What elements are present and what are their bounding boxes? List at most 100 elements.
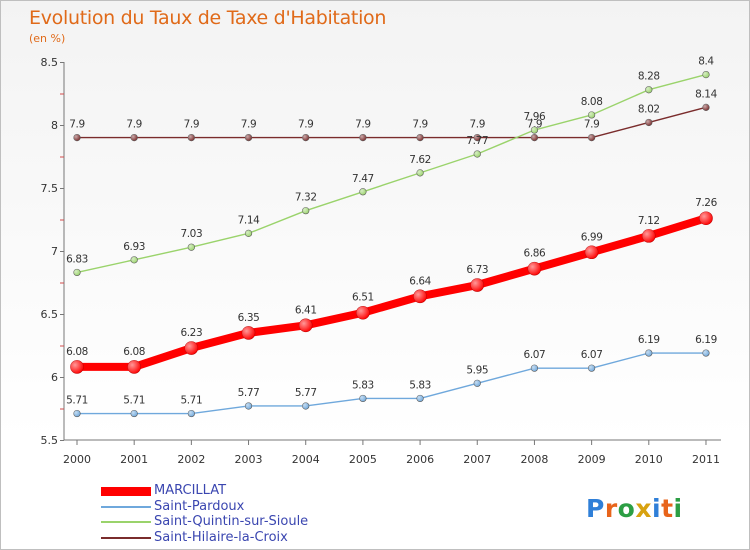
data-label: 7.9 <box>69 119 85 131</box>
data-point-shine <box>73 134 81 141</box>
data-point-shine <box>70 360 84 374</box>
data-point-shine <box>702 104 710 111</box>
x-tick-label: 2003 <box>235 453 263 466</box>
data-label: 6.99 <box>581 231 603 243</box>
data-label: 7.9 <box>470 119 486 131</box>
data-label: 7.9 <box>584 119 600 131</box>
data-label: 8.28 <box>638 71 660 83</box>
series-saint-pardoux: 5.71 5.71 5.71 5.77 5.77 5.83 5.83 5.95 6.07 6.07… <box>66 334 717 418</box>
axes: 5.5 6 6.5 7 7.5 8 8.5 2000 2001 2002 2003 2004 2005 2… <box>41 56 721 466</box>
data-point-shine <box>359 134 367 141</box>
x-tick-label: 2006 <box>406 453 434 466</box>
data-point-shine <box>702 71 710 78</box>
data-point-shine <box>416 169 424 177</box>
x-tick-label: 2002 <box>177 453 205 466</box>
data-point-shine <box>588 134 595 141</box>
data-label: 6.23 <box>180 327 202 339</box>
data-point-shine <box>470 278 484 292</box>
data-point-shine <box>416 134 424 141</box>
legend-item: Saint-Quintin-sur-Sioule <box>101 514 361 530</box>
data-label: 6.35 <box>238 312 260 324</box>
data-label: 8.14 <box>695 88 717 100</box>
data-label: 7.9 <box>184 119 200 131</box>
data-label: 5.71 <box>123 395 145 407</box>
data-point-shine <box>699 211 713 225</box>
chart-title: Evolution du Taux de Taxe d'Habitation <box>29 7 387 29</box>
data-label: 7.9 <box>126 119 142 131</box>
data-label: 6.64 <box>409 275 431 287</box>
data-point-shine <box>531 134 538 141</box>
data-label: 7.03 <box>180 228 202 240</box>
data-label: 8.4 <box>698 56 714 68</box>
y-tick-label: 7 <box>51 245 58 258</box>
data-label: 5.77 <box>295 387 317 399</box>
data-label: 7.32 <box>295 192 317 204</box>
data-point-shine <box>130 410 138 417</box>
data-point-shine <box>184 341 198 355</box>
data-point-shine <box>73 410 81 417</box>
data-label: 6.93 <box>123 241 145 253</box>
data-label: 6.73 <box>466 264 488 276</box>
data-point-shine <box>242 326 256 340</box>
series-line <box>76 106 707 139</box>
legend-swatch <box>101 536 151 539</box>
data-label: 8.02 <box>638 103 660 115</box>
legend-label: Saint-Pardoux <box>154 498 245 514</box>
x-tick-label: 2008 <box>520 453 548 466</box>
y-tick-label: 7.5 <box>41 182 59 195</box>
x-tick-label: 2005 <box>349 453 377 466</box>
data-point-shine <box>130 256 138 264</box>
data-point-shine <box>188 410 195 417</box>
data-label: 6.51 <box>352 292 374 304</box>
data-point-shine <box>302 402 310 410</box>
data-point-shine <box>302 207 310 214</box>
data-label: 5.95 <box>466 364 488 376</box>
data-label: 5.77 <box>238 387 260 399</box>
data-point-shine <box>130 134 138 141</box>
data-point-shine <box>642 229 656 243</box>
y-tick-label: 6.5 <box>41 308 59 321</box>
x-tick-label: 2007 <box>463 453 491 466</box>
data-point-shine <box>245 134 252 141</box>
legend-label: MARCILLAT <box>154 483 227 498</box>
data-label: 7.12 <box>638 215 660 227</box>
data-point-shine <box>588 364 595 372</box>
x-tick-label: 2010 <box>635 453 663 466</box>
series-line <box>73 214 710 371</box>
data-label: 6.86 <box>524 248 546 260</box>
data-point-shine <box>299 318 313 332</box>
chart-unit: (en %) <box>29 32 66 45</box>
data-label: 6.83 <box>66 253 88 265</box>
data-label: 7.47 <box>352 173 374 185</box>
data-point-shine <box>531 126 538 134</box>
data-point-shine <box>473 134 481 141</box>
series-line <box>76 352 707 415</box>
x-tick-label: 2009 <box>578 453 606 466</box>
data-point-shine <box>356 306 370 320</box>
data-point-shine <box>359 188 367 196</box>
data-label: 5.71 <box>66 395 88 407</box>
legend-swatch <box>101 505 151 508</box>
data-point-shine <box>473 380 481 387</box>
data-label: 7.62 <box>409 154 431 166</box>
data-point-shine <box>245 402 252 410</box>
legend-item: MARCILLAT <box>101 483 361 499</box>
data-label: 7.14 <box>238 214 260 226</box>
data-label: 8.08 <box>581 96 603 108</box>
data-label: 5.83 <box>352 379 374 391</box>
data-point-shine <box>473 150 481 158</box>
data-label: 5.83 <box>409 379 431 391</box>
data-label: 7.9 <box>241 119 257 131</box>
data-point-shine <box>645 86 653 94</box>
legend-item: Saint-Hilaire-la-Croix <box>101 530 361 546</box>
series-saint-quintin-sur-sioule: 6.83 6.93 7.03 7.14 7.32 7.47 7.62 7.77 7.96 8.08… <box>66 56 715 277</box>
series-marcillat: 6.08 6.08 6.23 6.35 6.41 6.51 6.64 6.73 6.86 6.99… <box>66 197 718 374</box>
legend-swatch <box>101 486 151 496</box>
data-label: 7.96 <box>524 111 546 123</box>
x-tick-label: 2001 <box>120 453 148 466</box>
data-point-shine <box>245 230 252 237</box>
series-saint-hilaire-la-croix: 7.9 7.9 7.9 7.9 7.9 7.9 7.9 7.9 7.9 7.9 8.02 8.14 <box>69 88 718 142</box>
data-point-shine <box>645 119 653 126</box>
data-label: 6.07 <box>524 349 546 361</box>
